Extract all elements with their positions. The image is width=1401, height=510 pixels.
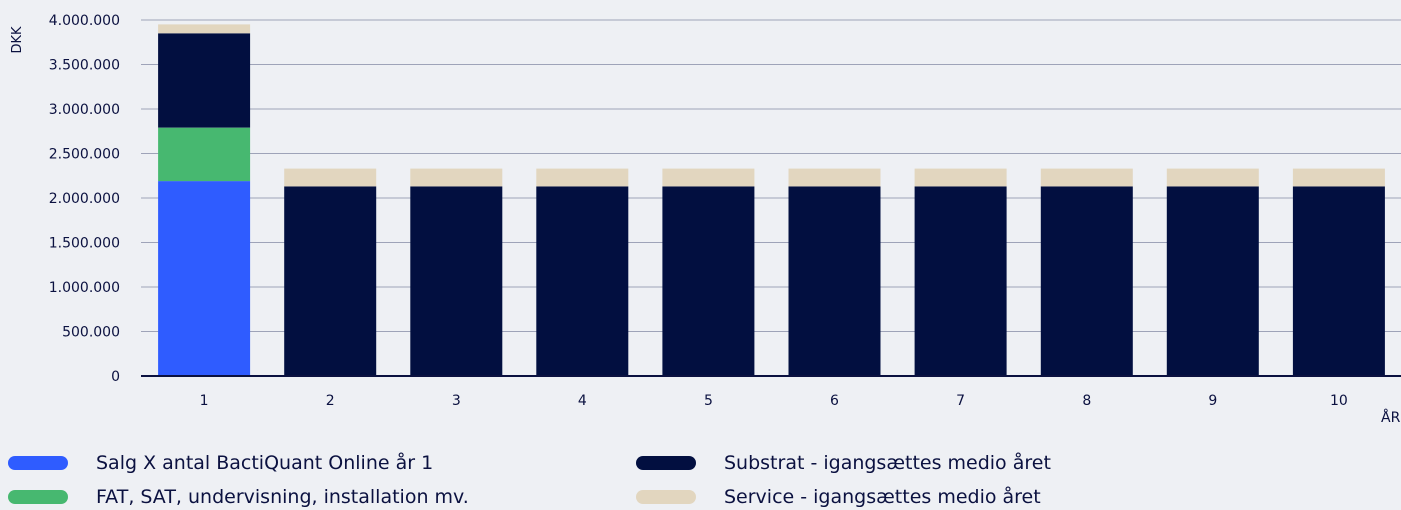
- bar-segment: [410, 186, 503, 376]
- legend-item-substrat: Substrat - igangsættes medio året: [636, 450, 1051, 476]
- legend-swatch-fat-sat: [8, 490, 68, 504]
- legend-label-salg: Salg X antal BactiQuant Online år 1: [96, 452, 434, 474]
- bar-segment: [662, 186, 755, 376]
- x-tick-label: 2: [326, 393, 335, 409]
- y-tick-label: 1.000.000: [49, 280, 120, 296]
- bar-segment: [158, 127, 251, 182]
- legend-swatch-service: [636, 490, 696, 504]
- y-tick-label: 2.500.000: [49, 147, 120, 163]
- x-tick-label: 4: [578, 393, 587, 409]
- legend: Salg X antal BactiQuant Online år 1 FAT,…: [0, 448, 1401, 508]
- legend-label-service: Service - igangsættes medio året: [724, 486, 1041, 508]
- bar-segment: [284, 186, 377, 376]
- legend-label-fat-sat: FAT, SAT, undervisning, installation mv.: [96, 486, 469, 508]
- x-tick-label: 1: [200, 393, 209, 409]
- y-tick-label: 1.500.000: [49, 236, 120, 252]
- legend-swatch-substrat: [636, 456, 696, 470]
- bar-segment: [1292, 186, 1385, 376]
- bar-segment: [914, 186, 1007, 376]
- legend-item-salg: Salg X antal BactiQuant Online år 1: [8, 450, 433, 476]
- bar-segment: [788, 168, 881, 187]
- y-tick-label: 3.500.000: [49, 58, 120, 74]
- x-tick-label: 10: [1330, 393, 1348, 409]
- y-tick-label: 0: [111, 369, 120, 385]
- x-tick-label: 8: [1082, 393, 1091, 409]
- x-tick-label: 7: [956, 393, 965, 409]
- bar-segment: [536, 186, 629, 376]
- bar-segment: [410, 168, 503, 187]
- legend-item-service: Service - igangsættes medio året: [636, 484, 1041, 510]
- bar-segment: [284, 168, 377, 187]
- bar-segment: [1040, 168, 1133, 187]
- bar-segment: [1292, 168, 1385, 187]
- bar-segment: [1166, 186, 1259, 376]
- x-tick-label: 5: [704, 393, 713, 409]
- bar-segment: [662, 168, 755, 187]
- bar-segment: [158, 181, 251, 376]
- x-tick-label: 6: [830, 393, 839, 409]
- legend-item-fat-sat: FAT, SAT, undervisning, installation mv.: [8, 484, 469, 510]
- bar-segment: [914, 168, 1007, 187]
- bar-segment: [158, 24, 251, 34]
- bar-segment: [1040, 186, 1133, 376]
- y-tick-label: 2.000.000: [49, 191, 120, 207]
- y-tick-label: 500.000: [62, 325, 120, 341]
- x-tick-label: 9: [1208, 393, 1217, 409]
- bar-segment: [1166, 168, 1259, 187]
- legend-label-substrat: Substrat - igangsættes medio året: [724, 452, 1051, 474]
- y-tick-label: 4.000.000: [49, 13, 120, 29]
- legend-swatch-salg: [8, 456, 68, 470]
- x-tick-label: 3: [452, 393, 461, 409]
- stacked-bar-chart: 0 500.000 1.000.000 1.500.000 2.000.000 2.500…: [10, 13, 1401, 426]
- x-axis-label: ÅR: [1381, 409, 1401, 426]
- bar-segment: [158, 33, 251, 128]
- y-tick-label: 3.000.000: [49, 102, 120, 118]
- bar-segment: [536, 168, 629, 187]
- y-axis-label: DKK: [10, 26, 25, 54]
- bar-segment: [788, 186, 881, 376]
